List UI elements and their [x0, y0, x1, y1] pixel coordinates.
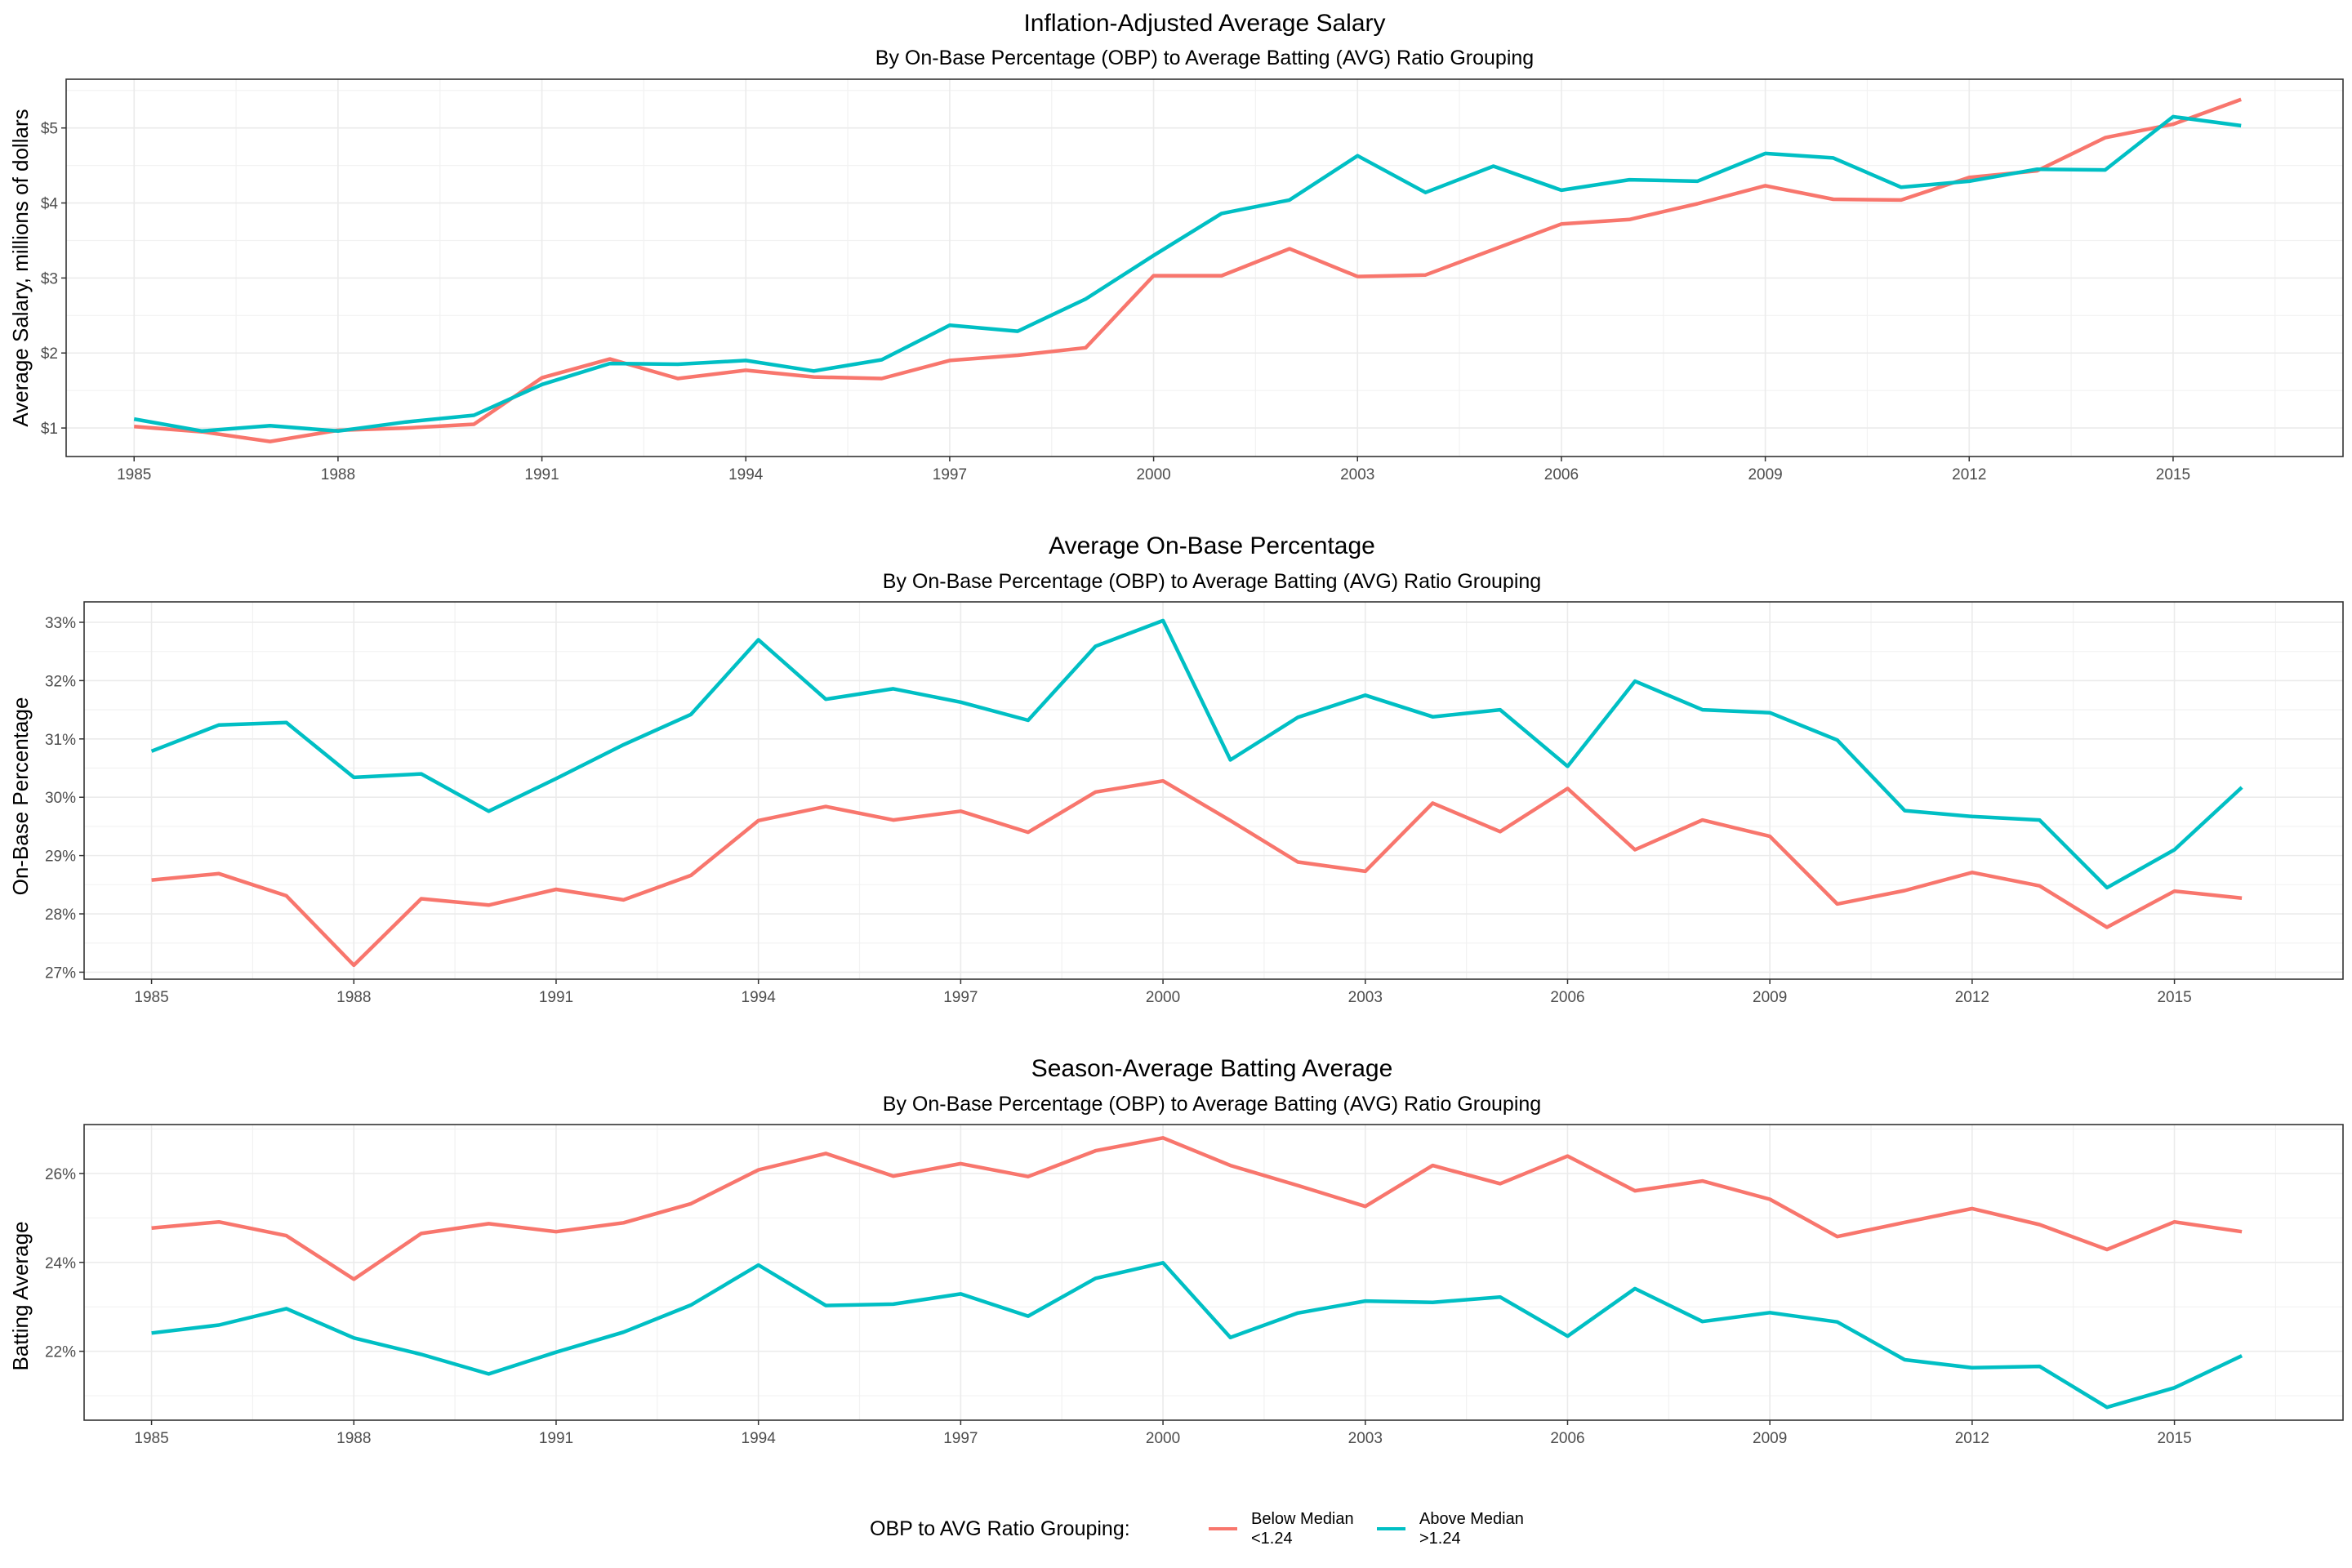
obp-x-tick-label: 2000 — [1146, 989, 1180, 1006]
obp-x-tick-label: 1997 — [943, 989, 978, 1006]
obp-chart-subtitle: By On-Base Percentage (OBP) to Average B… — [883, 570, 1541, 593]
salary-plot-background — [66, 79, 2343, 457]
avg-y-tick-label: 24% — [45, 1255, 76, 1272]
avg-x-tick-label: 2012 — [1955, 1430, 1989, 1447]
salary-series-line-above-median — [133, 114, 2242, 434]
salary-y-tick-label: $5 — [41, 121, 58, 138]
legend-label-above-median-line1: Above Median — [1419, 1510, 1524, 1528]
avg-y-tick-label: 22% — [45, 1344, 76, 1361]
legend-title: OBP to AVG Ratio Grouping: — [870, 1517, 1130, 1540]
obp-y-tick-label: 27% — [45, 964, 76, 982]
avg-x-tick-label: 2006 — [1550, 1430, 1584, 1447]
salary-x-tick-label: 2000 — [1136, 466, 1170, 483]
salary-x-tick-label: 2003 — [1340, 466, 1374, 483]
salary-y-axis-label: Average Salary, millions of dollars — [8, 109, 33, 426]
avg-x-tick-label: 1988 — [336, 1430, 371, 1447]
legend-item-below-median: Below Median <1.24 — [1209, 1510, 1354, 1548]
avg-y-axis-label: Batting Average — [8, 1221, 33, 1370]
obp-x-tick-label: 1988 — [336, 989, 371, 1006]
avg-x-tick-label: 1997 — [943, 1430, 978, 1447]
avg-series-line-below-median — [151, 1136, 2243, 1281]
salary-x-tick-label: 1997 — [933, 466, 967, 483]
avg-plot-area: 1985 1988 1991 1994 1997 2000 2003 2006 2009 2012… — [45, 1124, 2344, 1447]
salary-x-tick-label: 2012 — [1952, 466, 1986, 483]
obp-y-tick-label: 30% — [45, 790, 76, 807]
salary-panel-border — [65, 78, 2344, 457]
salary-x-tick-label: 2006 — [1544, 466, 1579, 483]
legend: OBP to AVG Ratio Grouping: Below Median … — [870, 1510, 1524, 1548]
salary-plot-area: 1985 1988 1991 1994 1997 2000 2003 2006 2009 2012… — [41, 78, 2344, 483]
obp-y-axis-label: On-Base Percentage — [8, 697, 33, 896]
legend-item-above-median: Above Median >1.24 — [1377, 1510, 1524, 1548]
obp-panel-border — [83, 601, 2344, 980]
obp-y-tick-label: 29% — [45, 849, 76, 866]
avg-x-tick-label: 2009 — [1753, 1430, 1787, 1447]
avg-x-tick-label: 2003 — [1348, 1430, 1383, 1447]
salary-y-tick-label: $4 — [41, 196, 59, 213]
salary-series-line-below-median — [134, 97, 2242, 443]
avg-y-tick-label: 26% — [45, 1166, 76, 1183]
legend-label-below-median-line2: <1.24 — [1251, 1530, 1293, 1548]
avg-series-line-above-median — [151, 1261, 2243, 1410]
obp-plot-area: 1985 1988 1991 1994 1997 2000 2003 2006 2009 2012… — [45, 601, 2344, 1006]
obp-y-tick-label: 33% — [45, 615, 76, 632]
salary-x-tick-label: 1994 — [728, 466, 764, 483]
avg-x-tick-label: 1991 — [539, 1430, 573, 1447]
obp-x-tick-label: 2015 — [2157, 989, 2191, 1006]
salary-x-tick-label: 2009 — [1748, 466, 1782, 483]
obp-x-tick-label: 2009 — [1753, 989, 1787, 1006]
legend-label-below-median-line1: Below Median — [1251, 1510, 1354, 1528]
avg-x-tick-label: 2000 — [1146, 1430, 1180, 1447]
obp-chart-panel: Average On-Base Percentage By On-Base Pe… — [8, 532, 2344, 1006]
obp-x-tick-label: 2003 — [1348, 989, 1383, 1006]
avg-x-tick-label: 1985 — [134, 1430, 168, 1447]
salary-x-tick-label: 2015 — [2156, 466, 2190, 483]
obp-y-tick-label: 32% — [45, 673, 76, 690]
avg-plot-background — [84, 1125, 2343, 1420]
salary-x-tick-label: 1988 — [321, 466, 355, 483]
salary-y-tick-label: $2 — [41, 345, 58, 363]
obp-x-tick-label: 1991 — [539, 989, 573, 1006]
salary-x-tick-label: 1985 — [117, 466, 151, 483]
obp-x-tick-label: 2006 — [1550, 989, 1584, 1006]
avg-panel-border — [83, 1124, 2344, 1421]
obp-chart-title: Average On-Base Percentage — [1049, 532, 1375, 559]
obp-y-tick-label: 28% — [45, 906, 76, 924]
avg-x-tick-label: 2015 — [2157, 1430, 2191, 1447]
obp-x-tick-label: 1985 — [134, 989, 168, 1006]
avg-chart-subtitle: By On-Base Percentage (OBP) to Average B… — [883, 1093, 1541, 1116]
obp-plot-background — [84, 602, 2343, 979]
obp-x-tick-label: 1994 — [742, 989, 777, 1006]
salary-chart-subtitle: By On-Base Percentage (OBP) to Average B… — [875, 47, 1534, 69]
obp-series-line-below-median — [151, 778, 2243, 968]
salary-y-tick-label: $1 — [41, 421, 58, 438]
salary-chart-title: Inflation-Adjusted Average Salary — [1023, 10, 1385, 37]
avg-chart-panel: Season-Average Batting Average By On-Bas… — [8, 1055, 2344, 1447]
avg-x-tick-label: 1994 — [742, 1430, 777, 1447]
avg-chart-title: Season-Average Batting Average — [1031, 1055, 1393, 1082]
salary-y-tick-label: $3 — [41, 270, 58, 287]
legend-label-above-median-line2: >1.24 — [1419, 1530, 1461, 1548]
salary-x-tick-label: 1991 — [524, 466, 559, 483]
obp-y-tick-label: 31% — [45, 732, 76, 749]
obp-x-tick-label: 2012 — [1955, 989, 1989, 1006]
obp-series-line-above-median — [150, 618, 2243, 890]
salary-chart-panel: Inflation-Adjusted Average Salary By On-… — [8, 10, 2344, 483]
